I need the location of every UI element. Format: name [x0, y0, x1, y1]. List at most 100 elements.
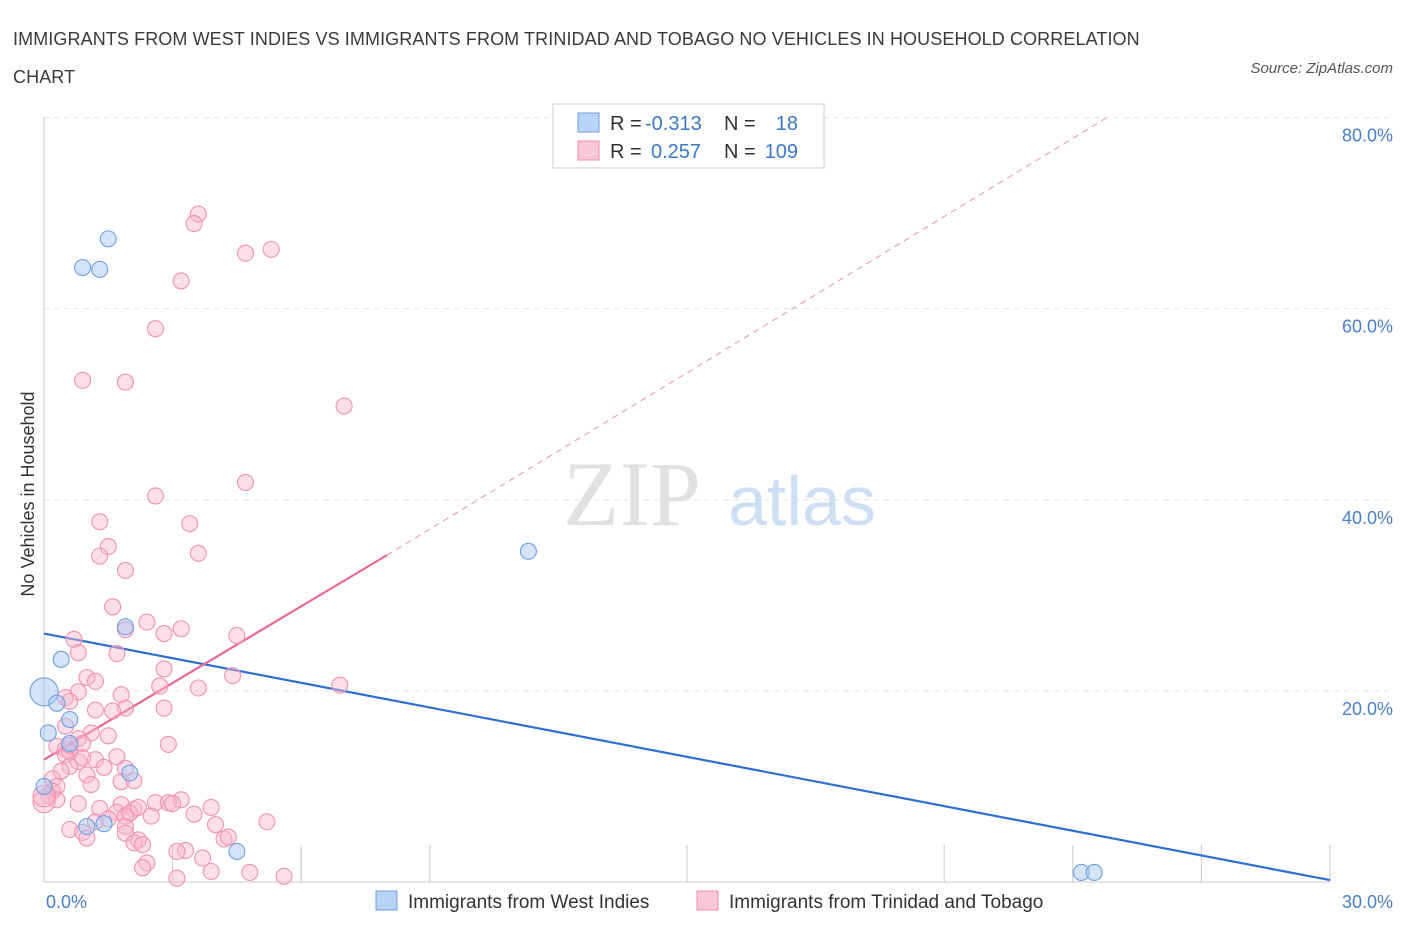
point-trinidad-38 [86, 701, 104, 719]
point-trinidad-1 [185, 215, 203, 233]
point-trinidad-21 [155, 624, 173, 643]
stat-r-value-blue: -0.313 [645, 113, 702, 135]
point-trinidad-6 [74, 371, 92, 389]
point-trinidad-67 [172, 791, 190, 809]
y-axis-title: No Vehicles in Household [18, 391, 38, 596]
point-trinidad-26 [155, 660, 173, 678]
point-trinidad-92 [168, 842, 186, 860]
point-trinidad-12 [181, 515, 199, 533]
point-trinidad-88 [219, 828, 237, 846]
point-west-indies-9 [39, 724, 57, 742]
point-trinidad-9 [236, 473, 255, 492]
legend-label-west-indies: Immigrants from West Indies [408, 892, 649, 913]
stat-n-value-blue: 18 [776, 113, 798, 135]
point-trinidad-24 [108, 645, 126, 663]
point-trinidad-95 [134, 859, 152, 877]
point-west-indies-12 [95, 815, 113, 833]
point-trinidad-71 [202, 798, 220, 817]
point-trinidad-17 [104, 598, 122, 616]
gridlines [44, 117, 1393, 692]
point-trinidad-7 [116, 373, 134, 391]
point-trinidad-5 [146, 320, 165, 338]
point-trinidad-98 [275, 867, 293, 885]
point-trinidad-90 [134, 836, 152, 854]
legend: Immigrants from West Indies Immigrants f… [375, 890, 1043, 913]
point-trinidad-40 [104, 702, 122, 720]
point-trinidad-43 [99, 727, 117, 745]
point-trinidad-51 [108, 748, 126, 766]
point-trinidad-81 [61, 820, 79, 838]
point-trinidad-99 [168, 869, 186, 887]
point-trinidad-82 [116, 818, 134, 836]
point-trinidad-3 [236, 244, 255, 262]
y-tick-label-60: 60.0% [1342, 317, 1393, 337]
watermark-atlas: atlas [728, 462, 876, 540]
point-trinidad-18 [138, 613, 156, 631]
chart-title: IMMIGRANTS FROM WEST INDIES VS IMMIGRANT… [13, 29, 1140, 87]
point-west-indies-13 [78, 818, 96, 836]
x-tick-labels: 0.0% 30.0% [46, 892, 1393, 912]
point-trinidad-106 [74, 749, 92, 767]
point-trinidad-103 [129, 798, 147, 817]
y-tick-labels: 80.0% 60.0% 40.0% 20.0% [1342, 126, 1393, 719]
point-trinidad-34 [112, 686, 130, 704]
stats-box: R = -0.313 N = 18 R = 0.257 N = 109 [552, 103, 825, 169]
series-west-indies-points [29, 230, 1103, 881]
point-trinidad-23 [65, 630, 83, 648]
stat-n-value-pink: 109 [765, 141, 798, 163]
point-trinidad-31 [189, 679, 207, 697]
point-trinidad-8 [335, 397, 353, 415]
stat-n-label-pink: N = [724, 141, 756, 163]
trend-line-trinidad [43, 554, 388, 761]
watermark: ZIP atlas [563, 443, 876, 545]
point-trinidad-80 [258, 813, 276, 831]
legend-label-trinidad: Immigrants from Trinidad and Tobago [729, 892, 1043, 913]
stat-r-value-pink: 0.257 [651, 141, 701, 163]
point-west-indies-10 [61, 734, 79, 752]
point-trinidad-11 [91, 513, 109, 531]
point-west-indies-5 [52, 650, 70, 668]
point-west-indies-2 [91, 260, 109, 278]
point-trinidad-54 [61, 757, 79, 775]
x-ticks [43, 845, 1331, 882]
stat-r-label-pink: R = [610, 141, 642, 163]
y-tick-label-40: 40.0% [1342, 508, 1393, 528]
x-tick-label-30: 30.0% [1342, 892, 1393, 912]
point-trinidad-74 [108, 803, 126, 821]
point-trinidad-75 [185, 805, 203, 823]
point-trinidad-29 [86, 672, 104, 690]
point-trinidad-13 [99, 538, 117, 556]
point-trinidad-57 [78, 766, 96, 784]
point-trinidad-22 [228, 626, 246, 644]
point-west-indies-11 [121, 764, 139, 782]
point-trinidad-0 [189, 205, 207, 223]
point-trinidad-108 [206, 816, 225, 834]
point-west-indies-7 [48, 694, 66, 712]
point-trinidad-93 [194, 849, 212, 867]
point-trinidad-28 [78, 668, 96, 687]
point-trinidad-27 [224, 667, 242, 685]
point-trinidad-66 [69, 795, 87, 813]
x-tick-label-0: 0.0% [46, 892, 87, 912]
point-trinidad-39 [155, 699, 173, 717]
stats-swatch-blue [577, 112, 600, 133]
legend-swatch-west-indies [375, 890, 398, 911]
point-trinidad-97 [241, 863, 259, 881]
point-trinidad-20 [172, 620, 190, 638]
point-trinidad-15 [189, 544, 207, 562]
point-west-indies-4 [116, 618, 134, 636]
stat-r-label-blue: R = [610, 113, 642, 135]
y-tick-label-20: 20.0% [1342, 699, 1393, 719]
point-trinidad-107 [142, 807, 160, 825]
point-trinidad-10 [146, 487, 165, 505]
stats-swatch-pink [577, 140, 600, 161]
point-trinidad-47 [159, 735, 177, 753]
trend-line-trinidad-extension [386, 116, 1108, 556]
source-label: Source: ZipAtlas.com [1250, 60, 1393, 77]
point-west-indies-16 [1085, 863, 1103, 881]
point-trinidad-14 [91, 547, 109, 565]
point-trinidad-16 [116, 561, 134, 580]
trend-lines [43, 116, 1331, 882]
point-west-indies-17 [35, 777, 53, 795]
